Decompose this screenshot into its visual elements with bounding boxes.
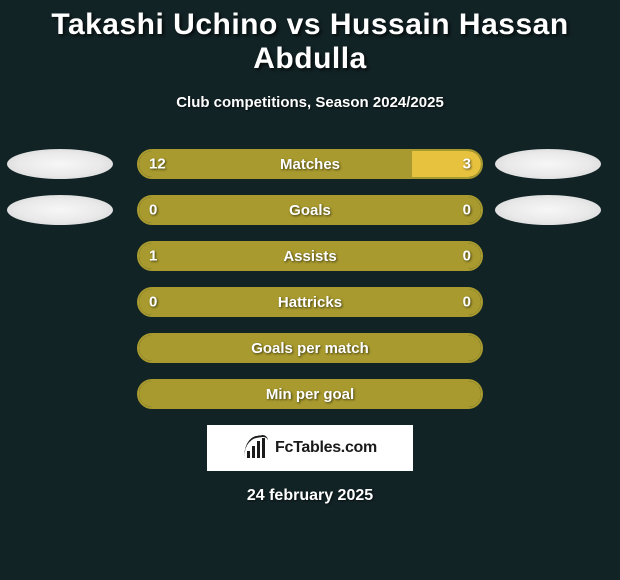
stat-row: Goals per match (0, 333, 620, 363)
stat-value-left: 12 (149, 156, 166, 173)
stat-bar: 0 0 Goals (137, 195, 483, 225)
stat-bar: 1 0 Assists (137, 241, 483, 271)
stat-label: Goals per match (251, 340, 369, 357)
stat-label: Matches (280, 156, 340, 173)
player-right-ellipse (495, 195, 601, 225)
fctables-logo-icon (243, 438, 269, 458)
page-title: Takashi Uchino vs Hussain Hassan Abdulla (0, 0, 620, 76)
stat-label: Goals (289, 202, 331, 219)
source-badge: FcTables.com (207, 425, 413, 471)
stat-fill-left (139, 151, 416, 177)
subtitle: Club competitions, Season 2024/2025 (0, 94, 620, 111)
stat-value-right: 0 (463, 202, 471, 219)
stat-row: 0 0 Goals (0, 195, 620, 225)
stat-value-left: 0 (149, 294, 157, 311)
stat-row: 0 0 Hattricks (0, 287, 620, 317)
badge-text: FcTables.com (275, 439, 377, 457)
stat-value-left: 1 (149, 248, 157, 265)
stat-label: Min per goal (266, 386, 354, 403)
stat-value-right: 0 (463, 294, 471, 311)
stat-row: 1 0 Assists (0, 241, 620, 271)
player-right-ellipse (495, 149, 601, 179)
stat-row: 12 3 Matches (0, 149, 620, 179)
stat-rows: 12 3 Matches 0 0 Goals 1 0 Assists 0 0 Hattricks Goa… (0, 149, 620, 409)
stat-bar: 0 0 Hattricks (137, 287, 483, 317)
stat-row: Min per goal (0, 379, 620, 409)
stat-bar: 12 3 Matches (137, 149, 483, 179)
stat-label: Hattricks (278, 294, 342, 311)
player-left-ellipse (7, 149, 113, 179)
stat-bar: Min per goal (137, 379, 483, 409)
stat-label: Assists (283, 248, 336, 265)
stat-value-left: 0 (149, 202, 157, 219)
stat-value-right: 0 (463, 248, 471, 265)
stat-value-right: 3 (463, 156, 471, 173)
stat-bar: Goals per match (137, 333, 483, 363)
date-label: 24 february 2025 (0, 487, 620, 505)
player-left-ellipse (7, 195, 113, 225)
